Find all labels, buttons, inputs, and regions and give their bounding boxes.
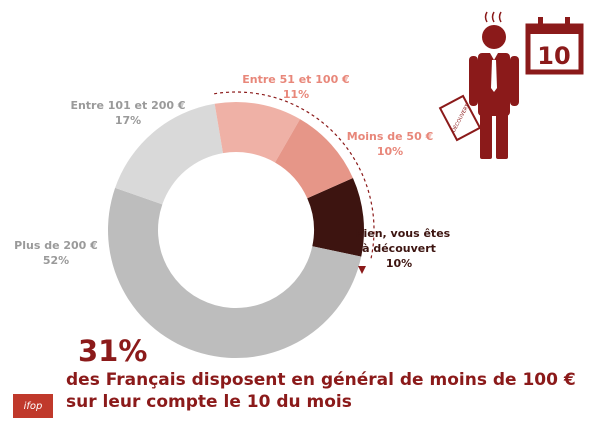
slice-label-101-200: Entre 101 et 200 € 17% bbox=[68, 98, 188, 128]
slice-label-discovert: Rien, vous êtes à découvert 10% bbox=[355, 226, 451, 271]
slice-percent: 10% bbox=[376, 145, 404, 158]
slice-label-plus-200: Plus de 200 € 52% bbox=[6, 238, 106, 268]
slice-label-line: Entre 101 et 200 € bbox=[70, 99, 186, 112]
slice-label-line: Moins de 50 € bbox=[346, 130, 434, 143]
slice-label-line: Plus de 200 € bbox=[14, 239, 98, 252]
slice-label-51-100: Entre 51 et 100 € 11% bbox=[236, 72, 356, 102]
donut-slice bbox=[107, 187, 362, 359]
bracket-arc bbox=[214, 91, 375, 259]
donut-slice bbox=[307, 177, 364, 257]
calendar-icon: 10 bbox=[525, 17, 584, 75]
donut-slice bbox=[275, 119, 353, 199]
slice-label-line: Rien, vous êtes bbox=[355, 227, 451, 240]
bracket-arrow bbox=[358, 266, 366, 274]
highlight-stat: 31% bbox=[78, 334, 148, 368]
slice-percent: 11% bbox=[282, 88, 310, 101]
man-icon bbox=[469, 11, 519, 159]
slice-label-moins-50: Moins de 50 € 10% bbox=[335, 129, 445, 159]
donut-slice bbox=[214, 101, 300, 163]
donut-slice bbox=[115, 103, 223, 205]
ifop-logo: ifop bbox=[13, 394, 53, 418]
slice-percent: 10% bbox=[385, 257, 413, 270]
highlight-line-1: des Français disposent en général de moi… bbox=[66, 370, 576, 390]
slice-label-line: à découvert bbox=[362, 242, 436, 255]
slice-label-line: Entre 51 et 100 € bbox=[242, 73, 350, 86]
highlight-line-2: sur leur compte le 10 du mois bbox=[66, 392, 352, 412]
highlight-text: des Français disposent en général de moi… bbox=[66, 369, 576, 413]
donut-chart bbox=[107, 101, 364, 359]
document-icon: DÉCOUVERT bbox=[438, 94, 482, 142]
calendar-day: 10 bbox=[537, 42, 570, 70]
slice-percent: 17% bbox=[114, 114, 142, 127]
slice-percent: 52% bbox=[42, 254, 70, 267]
